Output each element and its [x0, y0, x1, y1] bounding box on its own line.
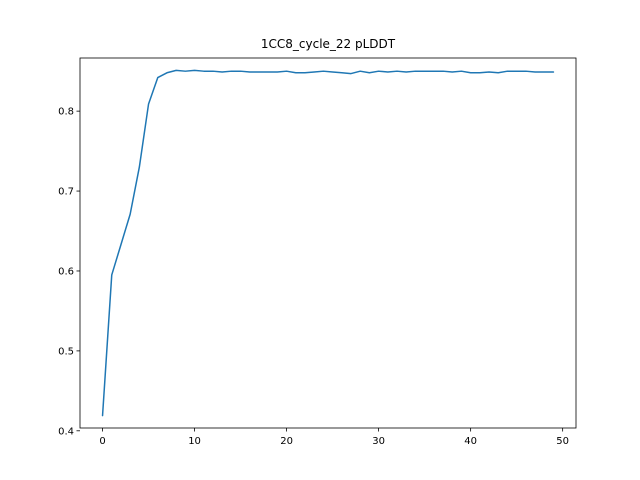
x-tick-label: 20 [280, 436, 293, 447]
y-tick-label: 0.4 [58, 426, 74, 437]
x-tick-label: 30 [372, 436, 385, 447]
series-line [101, 69, 555, 417]
x-tick-label: 10 [188, 436, 201, 447]
y-tick-label: 0.8 [58, 107, 74, 118]
x-tick-label: 0 [99, 436, 105, 447]
x-tick-label: 40 [464, 436, 477, 447]
y-tick-label: 0.5 [58, 346, 74, 357]
plot-frame [79, 57, 577, 429]
x-tick-label: 50 [556, 436, 569, 447]
y-tick-label: 0.6 [58, 266, 74, 277]
axis-ticks: 0 10 20 30 40 50 0.4 0.5 0.6 0.7 0.8 [58, 107, 569, 447]
chart-title: 1CC8_cycle_22 pLDDT [261, 37, 396, 51]
y-tick-label: 0.7 [58, 187, 74, 198]
